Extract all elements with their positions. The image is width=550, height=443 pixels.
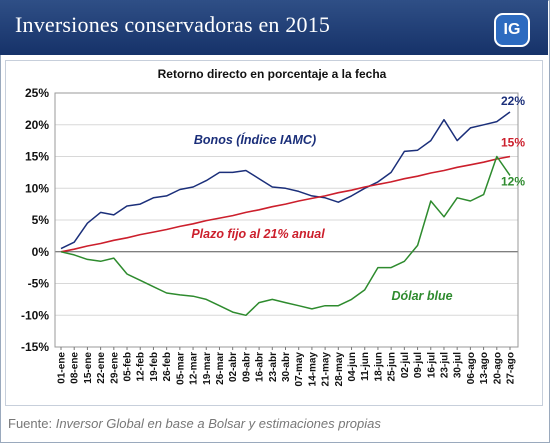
y-tick-label: -10% — [21, 308, 49, 322]
x-tick-label: 02-jul — [400, 352, 411, 378]
source-label: Fuente: — [8, 416, 53, 431]
x-tick-label: 05-feb — [123, 352, 134, 381]
x-tick-label: 30-abr — [281, 352, 292, 382]
source-note: Fuente: Inversor Global en base a Bolsar… — [8, 416, 381, 431]
x-tick-label: 19-mar — [202, 352, 213, 385]
y-tick-label: -5% — [28, 277, 50, 291]
series-end-label: 22% — [501, 94, 525, 108]
x-tick-label: 07-may — [294, 352, 305, 387]
y-tick-label: 25% — [25, 86, 49, 100]
page-title: Inversiones conservadoras en 2015 — [15, 12, 331, 37]
x-tick-label: 14-may — [307, 352, 318, 387]
x-tick-label: 05-mar — [175, 352, 186, 385]
series-name-label: Plazo fijo al 21% anual — [191, 227, 325, 241]
x-tick-label: 12-feb — [136, 352, 147, 381]
header-bar: Inversiones conservadoras en 2015 IG — [0, 0, 548, 55]
y-tick-label: 0% — [32, 245, 50, 259]
x-tick-label: 23-abr — [268, 352, 279, 382]
series-end-label: 15% — [501, 136, 525, 150]
x-tick-label: 21-may — [321, 352, 332, 387]
x-tick-label: 18-jun — [373, 352, 384, 381]
x-tick-label: 26-feb — [162, 352, 173, 381]
y-tick-label: 15% — [25, 150, 49, 164]
brand-logo: IG — [494, 13, 530, 47]
axis-layer: 25%20%15%10%5%0%-5%-10%-15%01-ene 08-ene 1… — [21, 86, 519, 387]
series-name-label: Bonos (Índice IAMC) — [194, 132, 316, 147]
series-end-label: 12% — [501, 175, 525, 189]
x-tick-label: 09-abr — [241, 352, 252, 382]
x-tick-label: 20-ago — [492, 352, 503, 384]
x-tick-label: 06-ago — [466, 352, 477, 384]
chart-panel — [5, 60, 543, 406]
x-tick-label: 08-ene — [70, 352, 81, 384]
x-tick-label: 29-ene — [109, 352, 120, 384]
y-tick-label: 20% — [25, 118, 49, 132]
x-tick-label: 15-ene — [83, 352, 94, 384]
x-tick-label: 27-ago — [506, 352, 517, 384]
source-text: Inversor Global en base a Bolsar y estim… — [55, 416, 381, 431]
x-tick-label: 19-feb — [149, 352, 160, 381]
x-tick-label: 12-mar — [189, 352, 200, 385]
chart-title: Retorno directo en porcentaje a la fecha — [158, 67, 387, 81]
x-tick-label: 23-jul — [439, 352, 450, 378]
label-layer: Bonos (Índice IAMC) Plazo fijo al 21% anu… — [191, 94, 525, 303]
x-tick-label: 16-abr — [255, 352, 266, 382]
x-tick-label: 25-jun — [387, 352, 398, 381]
y-tick-label: 5% — [32, 213, 50, 227]
x-tick-label: 02-abr — [228, 352, 239, 382]
plot-frame — [54, 92, 519, 348]
y-tick-label: -15% — [21, 340, 49, 354]
grid-layer — [55, 92, 518, 348]
x-tick-label: 22-ene — [96, 352, 107, 384]
series-layer — [60, 111, 511, 317]
x-tick-label: 11-jun — [360, 352, 371, 381]
series-line — [60, 155, 511, 253]
x-tick-label: 26-mar — [215, 352, 226, 385]
x-tick-label: 16-jul — [426, 352, 437, 378]
x-tick-label: 04-jun — [347, 352, 358, 381]
x-tick-label: 28-may — [334, 352, 345, 387]
series-line — [60, 155, 511, 317]
y-tick-label: 10% — [25, 181, 49, 195]
x-tick-label: 01-ene — [57, 352, 68, 384]
x-tick-label: 13-ago — [479, 352, 490, 384]
x-tick-label: 09-jul — [413, 352, 424, 378]
series-line — [60, 111, 511, 250]
x-tick-label: 30-jul — [453, 352, 464, 378]
series-name-label: Dólar blue — [391, 289, 452, 303]
